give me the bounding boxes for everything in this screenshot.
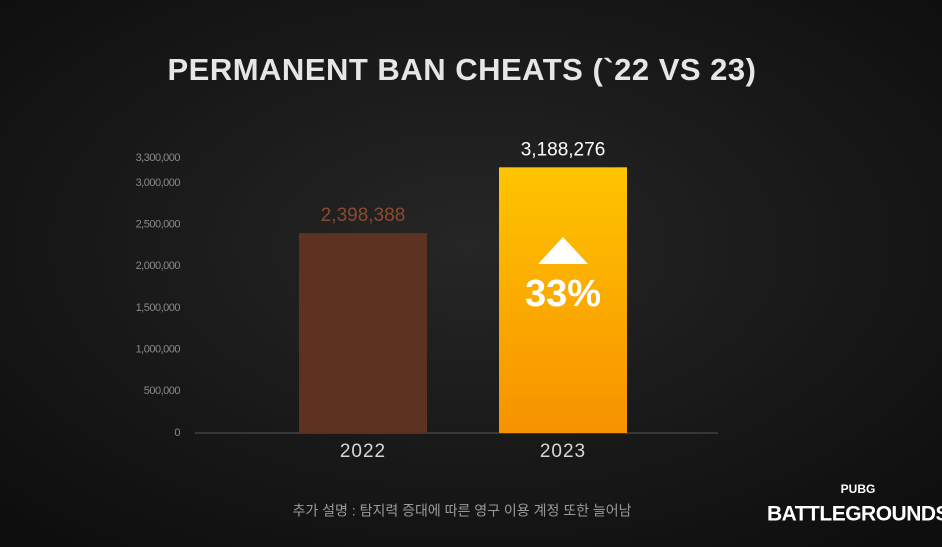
logo-top: PUBG [841, 482, 876, 496]
x-tick-label: 2023 [540, 441, 586, 462]
y-tick-label: 3,300,000 [136, 152, 181, 164]
y-tick-label: 3,000,000 [136, 177, 181, 189]
y-tick-label: 2,000,000 [136, 260, 181, 272]
annotation: 33% [525, 273, 601, 315]
bar [499, 167, 627, 433]
value-label: 2,398,388 [321, 205, 406, 226]
bar [299, 233, 427, 433]
up-arrow [538, 237, 588, 264]
logo-bottom: BATTLEGROUNDS [767, 503, 942, 526]
value-label: 3,188,276 [521, 139, 606, 160]
footnote: 추가 설명 : 탐지력 증대에 따른 영구 이용 계정 또한 늘어남 [292, 503, 631, 519]
y-tick-label: 1,500,000 [136, 302, 181, 314]
y-tick-label: 1,000,000 [136, 344, 181, 356]
chart-title: PERMANENT BAN CHEATS (`22 VS 23) [167, 52, 756, 87]
x-tick-label: 2022 [340, 441, 386, 462]
y-tick-label: 500,000 [144, 385, 181, 397]
y-tick-label: 0 [174, 427, 180, 439]
y-tick-label: 2,500,000 [136, 219, 181, 231]
